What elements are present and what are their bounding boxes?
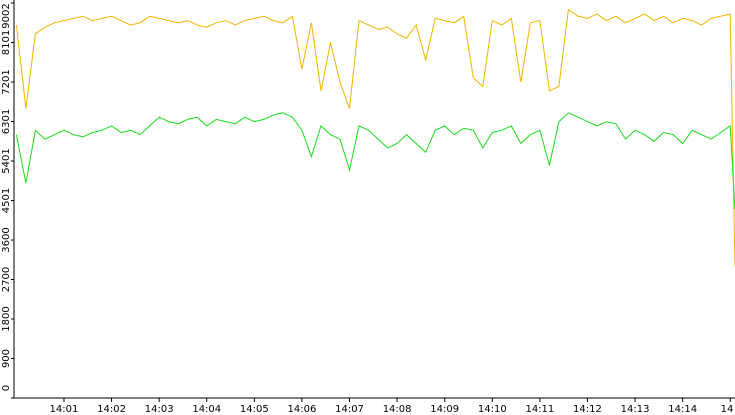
x-tick-label: 14:14	[668, 404, 697, 415]
y-tick-label: 9002	[1, 3, 12, 28]
x-tick-label: 14:09	[430, 404, 459, 415]
y-tick-label: 0	[1, 385, 12, 391]
x-tick-label: 14:04	[192, 404, 221, 415]
x-tick-label: 14:07	[335, 404, 364, 415]
series-line	[15, 112, 735, 210]
x-tick-label: 14:03	[145, 404, 174, 415]
x-tick-label: 14:11	[525, 404, 554, 415]
y-tick-label: 8101	[1, 30, 12, 55]
y-tick-label: 4501	[1, 188, 12, 213]
x-tick-label: 14:05	[240, 404, 269, 415]
x-tick-label: 14:01	[50, 404, 79, 415]
plot-area	[14, 0, 735, 398]
x-tick-label: 14:13	[621, 404, 650, 415]
y-tick-label: 2700	[1, 267, 12, 292]
x-tick-label: 14:12	[573, 404, 602, 415]
x-tick-label: 14:06	[288, 404, 317, 415]
series-line	[15, 8, 735, 267]
y-tick-label: 7201	[1, 69, 12, 94]
x-tick-label: 14	[721, 404, 734, 415]
x-tick-label: 14:02	[97, 404, 126, 415]
y-tick-label: 3600	[1, 227, 12, 252]
x-tick-label: 14:10	[478, 404, 507, 415]
y-tick-label: 5401	[1, 148, 12, 173]
y-tick-label: 900	[1, 349, 12, 368]
x-tick-label: 14:08	[383, 404, 412, 415]
y-tick-label: 1800	[1, 306, 12, 331]
y-tick-label: 6301	[1, 109, 12, 134]
